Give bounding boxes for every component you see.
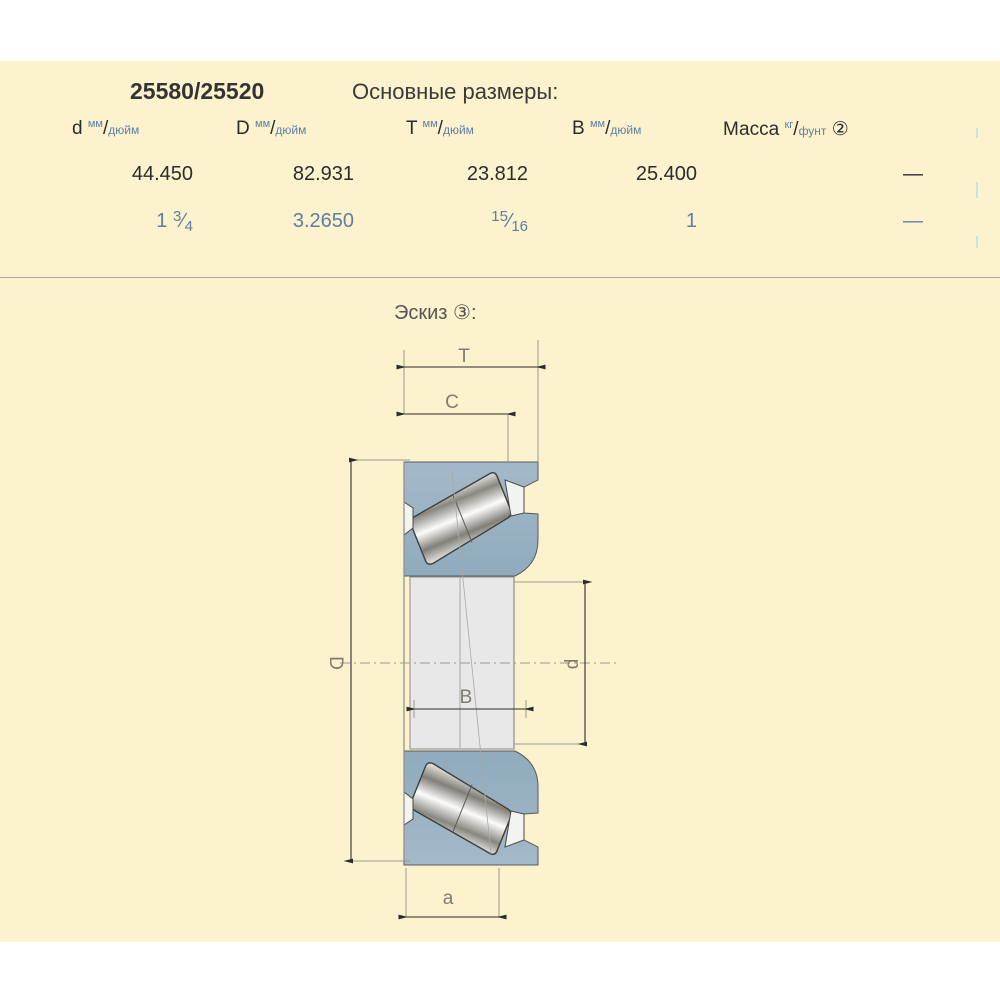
svg-text:B: B xyxy=(460,687,473,708)
svg-text:d: d xyxy=(562,659,583,670)
svg-text:T: T xyxy=(458,346,470,367)
svg-text:D: D xyxy=(325,656,346,670)
svg-text:C: C xyxy=(445,392,459,413)
svg-text:a: a xyxy=(443,888,454,909)
